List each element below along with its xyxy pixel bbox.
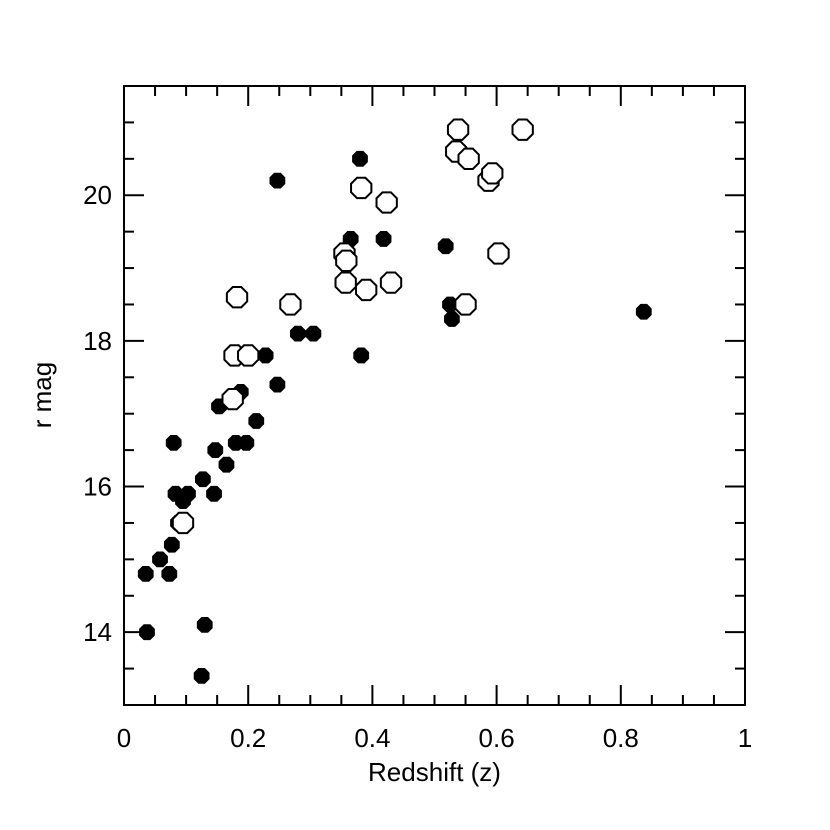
open-data-point	[334, 271, 357, 294]
open-data-point	[511, 118, 534, 141]
filled-data-point	[248, 413, 265, 429]
open-data-point	[446, 118, 470, 141]
x-axis-title: Redshift (z)	[368, 757, 501, 787]
filled-data-point	[137, 566, 154, 582]
open-data-point	[225, 286, 249, 309]
open-data-point	[335, 249, 358, 272]
filled-data-point	[163, 536, 180, 553]
x-tick-label: 0	[117, 723, 131, 753]
filled-data-point	[152, 551, 168, 568]
open-data-point	[279, 293, 302, 316]
data-points	[137, 118, 652, 684]
filled-data-point	[180, 485, 196, 502]
filled-data-point	[305, 325, 322, 342]
filled-data-point	[193, 667, 210, 684]
y-tick-label: 16	[83, 472, 112, 502]
filled-data-point	[165, 434, 182, 451]
filled-data-point	[352, 150, 368, 167]
filled-data-point	[269, 376, 286, 393]
filled-data-point	[206, 485, 222, 502]
filled-data-point	[139, 624, 155, 641]
filled-data-point	[375, 231, 392, 247]
open-data-point	[171, 511, 195, 535]
filled-data-point	[207, 442, 224, 459]
filled-data-point	[238, 434, 255, 451]
filled-data-point	[194, 471, 211, 488]
filled-data-point	[269, 172, 286, 189]
y-axis-title: r mag	[27, 362, 57, 428]
open-data-point	[481, 162, 504, 185]
open-data-point	[457, 147, 480, 170]
y-tick-label: 18	[83, 326, 112, 356]
x-tick-label: 0.8	[603, 723, 639, 753]
x-tick-label: 0.2	[230, 723, 266, 753]
open-data-point	[375, 191, 398, 214]
open-data-point	[355, 278, 378, 302]
plot-frame	[123, 85, 746, 706]
open-data-point	[350, 176, 373, 200]
y-tick-label: 20	[83, 180, 112, 210]
x-tick-label: 1	[738, 723, 752, 753]
filled-data-point	[444, 311, 460, 327]
filled-data-point	[635, 303, 652, 320]
filled-data-point	[257, 347, 274, 364]
axes: 0 0.2 0.4 0.6 0.8 1 14 16 18 20	[83, 85, 752, 753]
filled-data-point	[218, 456, 235, 473]
open-data-point	[454, 293, 477, 316]
filled-data-point	[161, 566, 178, 582]
open-data-point	[487, 242, 510, 265]
x-tick-label: 0.6	[479, 723, 515, 753]
open-data-point	[237, 344, 260, 367]
y-tick-label: 14	[83, 617, 112, 647]
filled-data-point	[437, 238, 454, 255]
open-data-point	[221, 387, 244, 411]
filled-data-point	[196, 617, 213, 633]
filled-data-point	[289, 325, 306, 342]
filled-data-point	[353, 347, 370, 364]
open-data-point	[379, 271, 403, 294]
x-tick-label: 0.4	[354, 723, 390, 753]
